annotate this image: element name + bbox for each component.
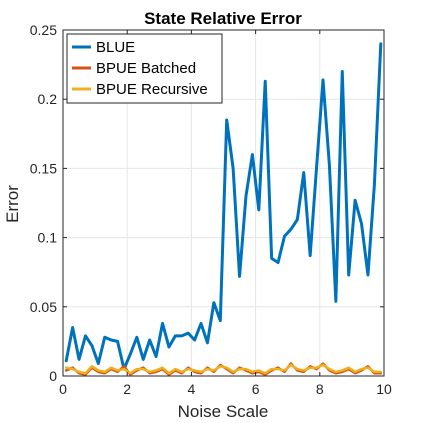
y-tick-label: 0.1: [38, 230, 58, 246]
legend: BLUE BPUE Batched BPUE Recursive: [66, 33, 223, 104]
x-tick-label: 2: [123, 381, 131, 397]
legend-box: [66, 33, 223, 104]
x-tick-label: 0: [59, 381, 67, 397]
legend-label-bpue-recursive: BPUE Recursive: [96, 81, 208, 98]
y-tick-label: 0.15: [30, 160, 57, 176]
legend-label-bpue-batched: BPUE Batched: [96, 60, 196, 77]
legend-label-blue: BLUE: [96, 39, 135, 56]
plot-frame: [62, 29, 385, 377]
axis-ticks: 0 2 4 6 8 10 0 0.05 0.1 0.15 0.2 0.25: [30, 22, 392, 397]
x-tick-label: 10: [376, 381, 392, 397]
y-tick-label: 0.2: [38, 91, 58, 107]
series-group: [64, 42, 383, 376]
chart-title: State Relative Error: [144, 9, 302, 28]
x-tick-label: 6: [252, 381, 260, 397]
y-tick-label: 0: [49, 368, 57, 384]
y-tick-label: 0.05: [30, 299, 57, 315]
x-tick-label: 4: [188, 381, 196, 397]
x-tick-label: 8: [316, 381, 324, 397]
series-line-blue: [64, 42, 383, 371]
y-axis-label: Error: [3, 185, 22, 223]
y-tick-label: 0.25: [30, 22, 57, 38]
series-line-bpue-recursive: [64, 363, 383, 375]
x-axis-label: Noise Scale: [178, 402, 269, 421]
